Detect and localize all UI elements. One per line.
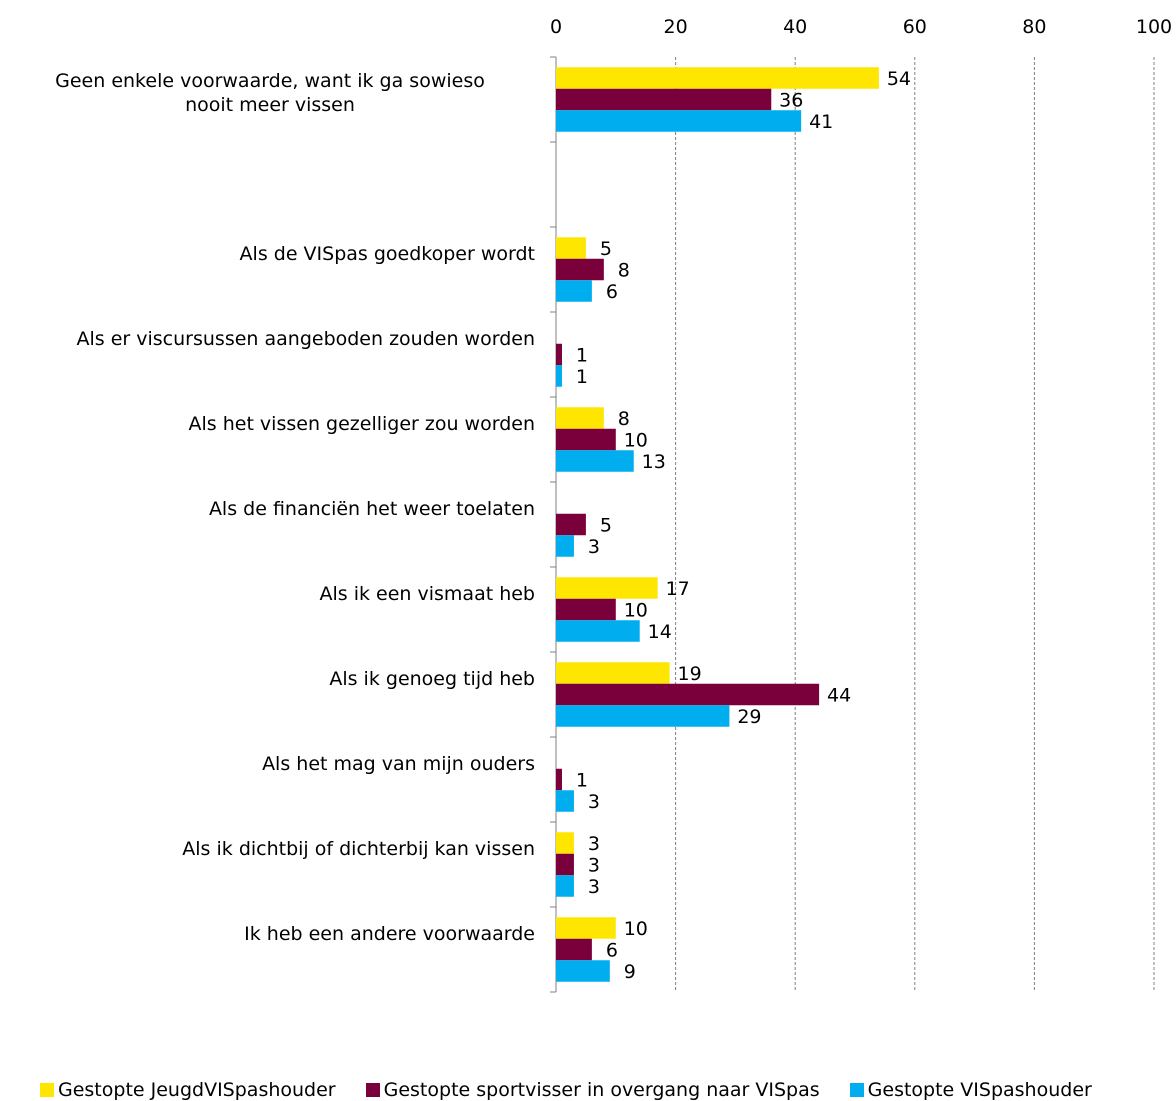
bar [556,343,562,366]
bar [556,620,640,642]
legend: Gestopte JeugdVISpashouder Gestopte sport… [40,1078,1176,1101]
data-label: 3 [588,833,600,855]
legend-swatch [365,1082,380,1097]
data-label: 3 [588,791,600,813]
bar [556,407,604,429]
bar [556,450,634,472]
x-tick-label: 100 [1136,16,1172,38]
x-tick-label: 20 [664,16,688,38]
data-label: 3 [588,855,600,877]
data-label: 10 [624,600,648,622]
bar [556,365,562,387]
legend-label: Gestopte sportvisser in overgang naar VI… [383,1078,820,1101]
legend-swatch [849,1082,864,1097]
category-label: Als ik een vismaat heb [320,583,536,605]
bar [556,938,592,961]
category-label: Als ik genoeg tijd heb [329,668,535,690]
legend-label: Gestopte JeugdVISpashouder [58,1078,336,1101]
category-label: Als de VISpas goedkoper wordt [240,243,535,265]
bar [556,662,670,684]
category-label: Als het vissen gezelliger zou worden [189,413,536,435]
x-tick-label: 0 [550,16,562,38]
category-label: Als het mag van mijn ouders [262,753,535,775]
bar [556,280,592,302]
data-label: 5 [600,515,612,537]
bar [556,683,820,706]
data-label: 54 [887,68,911,90]
bar [556,832,574,854]
bar [556,110,802,132]
data-label: 8 [618,260,630,282]
bar [556,258,604,281]
category-label: Als er viscursussen aangeboden zouden wo… [77,328,536,350]
data-label: 14 [648,621,672,643]
data-label: 8 [618,408,630,430]
data-label: 44 [827,685,851,707]
bar [556,705,730,727]
data-label: 29 [737,706,761,728]
data-label: 1 [576,366,588,388]
legend-swatch [40,1082,54,1097]
bar [556,917,616,939]
bar [556,768,562,791]
category-label: Ik heb een andere voorwaarde [244,923,535,945]
data-label: 6 [606,940,618,962]
data-label: 41 [809,111,833,133]
data-label: 1 [576,345,588,367]
data-label: 3 [588,876,600,898]
bar [556,428,616,451]
x-tick-label: 60 [903,16,927,38]
bar [556,535,574,557]
data-label: 6 [606,281,618,303]
bar-chart: 0 20 40 60 80 1005436415861181013531710141944… [55,16,1172,993]
x-tick-label: 80 [1022,16,1046,38]
x-tick-label: 40 [783,16,807,38]
data-label: 3 [588,536,600,558]
data-label: 9 [624,961,636,983]
category-label: Als de financiën het weer toelaten [209,498,535,520]
bar [556,853,574,876]
legend-item: Gestopte VISpashouder [849,1078,1092,1101]
data-label: 1 [576,770,588,792]
bar [556,67,879,89]
bar [556,875,574,897]
bar [556,577,658,599]
bar [556,960,610,982]
bar [556,598,616,621]
data-label: 5 [600,238,612,260]
category-label: Als ik dichtbij of dichterbij kan vissen [182,838,535,860]
data-label: 10 [624,918,648,940]
bar [556,237,586,259]
bar [556,88,772,111]
legend-label: Gestopte VISpashouder [867,1078,1092,1101]
legend-item: Gestopte sportvisser in overgang naar VI… [365,1078,820,1101]
data-label: 10 [624,430,648,452]
data-label: 36 [779,90,803,112]
data-label: 19 [678,663,702,685]
category-label: Geen enkele voorwaarde, want ik ga sowie… [55,70,485,116]
data-label: 13 [642,451,666,473]
data-label: 17 [666,578,690,600]
legend-item: Gestopte JeugdVISpashouder [40,1078,336,1101]
bar [556,513,586,536]
bar [556,790,574,812]
